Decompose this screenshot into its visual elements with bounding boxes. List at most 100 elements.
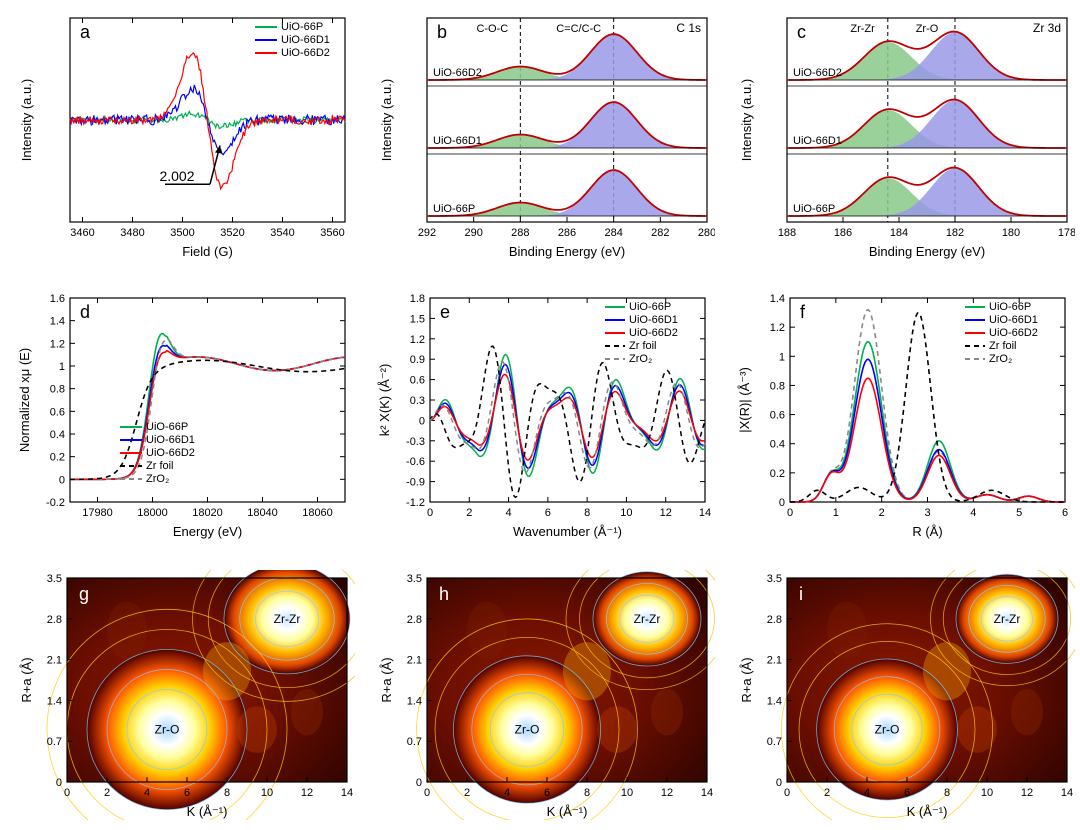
svg-text:UiO-66D1: UiO-66D1 xyxy=(281,34,330,46)
svg-text:K (Å⁻¹): K (Å⁻¹) xyxy=(547,804,588,819)
svg-text:2.8: 2.8 xyxy=(47,614,62,626)
svg-text:UiO-66P: UiO-66P xyxy=(989,301,1031,313)
svg-text:2.1: 2.1 xyxy=(407,655,422,667)
svg-text:1.2: 1.2 xyxy=(770,322,785,334)
svg-text:6: 6 xyxy=(544,787,550,799)
svg-text:4: 4 xyxy=(144,787,150,799)
svg-text:C=C/C-C: C=C/C-C xyxy=(556,23,601,35)
svg-text:b: b xyxy=(437,22,447,42)
svg-text:3: 3 xyxy=(924,507,930,519)
svg-text:8: 8 xyxy=(584,507,590,519)
svg-text:R+a (Å): R+a (Å) xyxy=(379,657,394,702)
svg-text:Field (G): Field (G) xyxy=(182,244,233,259)
svg-text:-0.6: -0.6 xyxy=(406,456,425,468)
svg-text:0.8: 0.8 xyxy=(50,384,65,396)
svg-text:188: 188 xyxy=(778,227,796,239)
svg-text:0: 0 xyxy=(427,507,433,519)
svg-text:UiO-66P: UiO-66P xyxy=(146,421,188,433)
svg-text:2.1: 2.1 xyxy=(767,655,782,667)
svg-text:4: 4 xyxy=(970,507,976,519)
svg-text:2: 2 xyxy=(104,787,110,799)
svg-text:ZrO₂: ZrO₂ xyxy=(989,353,1012,365)
svg-text:C 1s: C 1s xyxy=(676,21,701,35)
svg-text:Zr 3d: Zr 3d xyxy=(1033,21,1061,35)
svg-text:Intensity (a.u.): Intensity (a.u.) xyxy=(739,79,754,161)
svg-text:0: 0 xyxy=(784,787,790,799)
svg-text:UiO-66D2: UiO-66D2 xyxy=(793,67,842,79)
svg-text:1: 1 xyxy=(779,351,785,363)
svg-text:ZrO₂: ZrO₂ xyxy=(629,353,652,365)
svg-text:0.4: 0.4 xyxy=(770,439,785,451)
svg-text:4: 4 xyxy=(504,787,510,799)
svg-text:0: 0 xyxy=(64,787,70,799)
svg-text:0.7: 0.7 xyxy=(767,736,782,748)
svg-text:0: 0 xyxy=(424,787,430,799)
svg-text:8: 8 xyxy=(944,787,950,799)
svg-text:6: 6 xyxy=(904,787,910,799)
svg-text:3460: 3460 xyxy=(70,227,94,239)
svg-text:UiO-66D1: UiO-66D1 xyxy=(629,314,678,326)
svg-text:UiO-66D1: UiO-66D1 xyxy=(793,135,842,147)
svg-text:178: 178 xyxy=(1058,227,1075,239)
svg-text:5: 5 xyxy=(1016,507,1022,519)
svg-text:8: 8 xyxy=(584,787,590,799)
svg-text:Binding Energy (eV): Binding Energy (eV) xyxy=(869,244,985,259)
svg-text:1.2: 1.2 xyxy=(50,338,65,350)
svg-text:2: 2 xyxy=(464,787,470,799)
svg-text:Zr-Zr: Zr-Zr xyxy=(850,23,875,35)
svg-text:i: i xyxy=(799,584,803,604)
svg-text:Normalized xμ (E): Normalized xμ (E) xyxy=(17,348,32,452)
svg-text:4: 4 xyxy=(864,787,870,799)
svg-text:0: 0 xyxy=(779,497,785,509)
svg-text:2: 2 xyxy=(879,507,885,519)
svg-text:18040: 18040 xyxy=(247,507,278,519)
svg-text:1.2: 1.2 xyxy=(410,334,425,346)
svg-text:3480: 3480 xyxy=(120,227,144,239)
svg-text:UiO-66P: UiO-66P xyxy=(629,301,671,313)
svg-text:Zr-O: Zr-O xyxy=(515,723,540,737)
svg-text:186: 186 xyxy=(834,227,852,239)
svg-text:UiO-66P: UiO-66P xyxy=(433,203,475,215)
svg-text:UiO-66D2: UiO-66D2 xyxy=(989,327,1038,339)
svg-text:1: 1 xyxy=(59,361,65,373)
svg-text:0.6: 0.6 xyxy=(50,406,65,418)
svg-text:Zr-O: Zr-O xyxy=(875,723,900,737)
svg-text:1.4: 1.4 xyxy=(47,695,62,707)
svg-text:10: 10 xyxy=(261,787,273,799)
svg-text:0: 0 xyxy=(776,777,782,789)
svg-text:0.8: 0.8 xyxy=(770,380,785,392)
svg-text:6: 6 xyxy=(545,507,551,519)
svg-text:Zr foil: Zr foil xyxy=(146,460,174,472)
svg-text:1.4: 1.4 xyxy=(407,695,422,707)
svg-text:2.8: 2.8 xyxy=(407,614,422,626)
svg-text:ZrO₂: ZrO₂ xyxy=(146,473,169,485)
svg-text:12: 12 xyxy=(301,787,313,799)
svg-text:10: 10 xyxy=(621,787,633,799)
svg-text:Binding Energy (eV): Binding Energy (eV) xyxy=(509,244,625,259)
svg-text:UiO-66P: UiO-66P xyxy=(793,203,835,215)
svg-text:17980: 17980 xyxy=(82,507,113,519)
svg-text:0: 0 xyxy=(419,415,425,427)
svg-text:0: 0 xyxy=(59,474,65,486)
svg-text:UiO-66D2: UiO-66D2 xyxy=(281,47,330,59)
svg-text:UiO-66D2: UiO-66D2 xyxy=(146,447,195,459)
svg-text:2.8: 2.8 xyxy=(767,614,782,626)
svg-text:3.5: 3.5 xyxy=(767,573,782,585)
svg-text:Zr-O: Zr-O xyxy=(916,23,939,35)
svg-text:3540: 3540 xyxy=(270,227,294,239)
svg-text:3500: 3500 xyxy=(170,227,194,239)
svg-text:c: c xyxy=(797,22,806,42)
svg-text:K (Å⁻¹): K (Å⁻¹) xyxy=(907,804,948,819)
svg-text:3.5: 3.5 xyxy=(47,573,62,585)
svg-text:3560: 3560 xyxy=(320,227,344,239)
svg-text:UiO-66D2: UiO-66D2 xyxy=(629,327,678,339)
svg-text:10: 10 xyxy=(981,787,993,799)
svg-text:286: 286 xyxy=(558,227,576,239)
svg-text:g: g xyxy=(79,584,89,604)
svg-text:Zr foil: Zr foil xyxy=(629,340,657,352)
svg-text:0: 0 xyxy=(416,777,422,789)
svg-text:1.6: 1.6 xyxy=(50,293,65,305)
svg-text:1: 1 xyxy=(833,507,839,519)
svg-text:0.7: 0.7 xyxy=(47,736,62,748)
svg-text:14: 14 xyxy=(701,787,713,799)
